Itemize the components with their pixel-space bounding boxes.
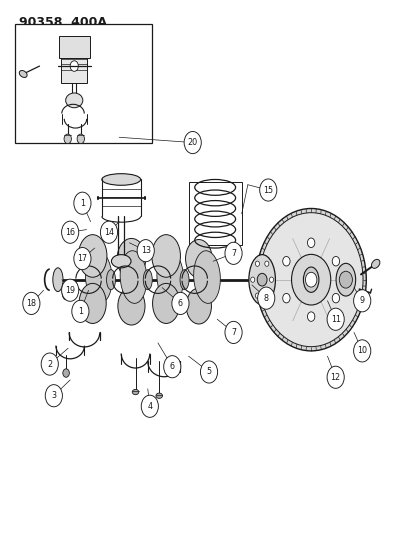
Circle shape [305, 272, 316, 287]
Ellipse shape [186, 288, 211, 324]
Circle shape [63, 369, 69, 377]
Text: 6: 6 [169, 362, 174, 371]
Text: 19: 19 [65, 286, 75, 295]
Ellipse shape [303, 267, 318, 292]
Circle shape [307, 238, 314, 247]
Text: 90358  400A: 90358 400A [19, 16, 107, 29]
Circle shape [41, 353, 58, 375]
Text: 6: 6 [178, 299, 183, 308]
Ellipse shape [152, 284, 179, 324]
Ellipse shape [78, 235, 107, 277]
Circle shape [137, 240, 154, 262]
Text: 13: 13 [140, 246, 150, 255]
Circle shape [326, 308, 343, 330]
Text: 11: 11 [330, 315, 340, 324]
Circle shape [64, 134, 71, 143]
Circle shape [282, 293, 290, 303]
Ellipse shape [106, 270, 115, 290]
Ellipse shape [118, 287, 145, 325]
Ellipse shape [120, 251, 147, 303]
Circle shape [257, 287, 274, 309]
Bar [15, 24, 152, 142]
Text: 14: 14 [104, 228, 114, 237]
Circle shape [326, 366, 343, 389]
Circle shape [224, 321, 242, 343]
Circle shape [23, 292, 40, 314]
Circle shape [264, 293, 268, 298]
Text: 15: 15 [263, 185, 273, 195]
Ellipse shape [185, 239, 211, 278]
Bar [188, 182, 241, 245]
Ellipse shape [132, 390, 138, 394]
Circle shape [70, 61, 78, 71]
Bar [61, 58, 87, 84]
Circle shape [171, 292, 189, 314]
Ellipse shape [152, 235, 180, 277]
Ellipse shape [111, 255, 131, 268]
Text: 7: 7 [230, 249, 235, 258]
Circle shape [250, 277, 254, 282]
Circle shape [45, 385, 62, 407]
Text: 2: 2 [47, 360, 52, 369]
Ellipse shape [117, 238, 145, 279]
Circle shape [100, 221, 117, 243]
Circle shape [74, 247, 91, 270]
Ellipse shape [157, 251, 183, 303]
Text: 20: 20 [187, 138, 197, 147]
Circle shape [77, 134, 84, 143]
Circle shape [62, 221, 78, 243]
Circle shape [307, 312, 314, 321]
Ellipse shape [248, 255, 275, 305]
Ellipse shape [102, 174, 140, 185]
Text: 1: 1 [80, 199, 85, 208]
Circle shape [282, 256, 290, 266]
Circle shape [256, 273, 266, 286]
Circle shape [141, 395, 158, 417]
Circle shape [353, 340, 370, 362]
Text: 5: 5 [206, 367, 211, 376]
Circle shape [62, 279, 78, 301]
Text: 3: 3 [51, 391, 56, 400]
Circle shape [259, 179, 276, 201]
Circle shape [224, 242, 242, 264]
Ellipse shape [19, 70, 27, 77]
Ellipse shape [66, 93, 83, 108]
Text: 9: 9 [359, 296, 364, 305]
Ellipse shape [370, 260, 379, 268]
Ellipse shape [335, 263, 355, 296]
Circle shape [269, 277, 273, 282]
Text: 1: 1 [78, 307, 83, 316]
Circle shape [200, 361, 217, 383]
Circle shape [259, 213, 362, 346]
Circle shape [353, 290, 370, 312]
Text: 17: 17 [77, 254, 87, 263]
Ellipse shape [85, 251, 112, 303]
Bar [59, 36, 90, 58]
Text: 16: 16 [65, 228, 75, 237]
Ellipse shape [143, 270, 152, 290]
Ellipse shape [193, 251, 220, 303]
Ellipse shape [180, 270, 189, 290]
Circle shape [255, 208, 366, 351]
Circle shape [255, 293, 259, 298]
Text: 12: 12 [330, 373, 340, 382]
Ellipse shape [53, 268, 63, 292]
Circle shape [291, 254, 330, 305]
Ellipse shape [79, 284, 106, 324]
Circle shape [255, 261, 259, 266]
Circle shape [163, 356, 180, 378]
Text: 10: 10 [356, 346, 366, 356]
Circle shape [332, 293, 339, 303]
Circle shape [264, 261, 268, 266]
Ellipse shape [156, 393, 162, 398]
Text: 7: 7 [230, 328, 235, 337]
Circle shape [332, 256, 339, 266]
Text: 18: 18 [26, 299, 36, 308]
Circle shape [71, 300, 89, 322]
Circle shape [339, 271, 351, 288]
Text: 4: 4 [147, 402, 152, 411]
Circle shape [184, 132, 201, 154]
Circle shape [74, 192, 91, 214]
Text: 8: 8 [263, 294, 268, 303]
